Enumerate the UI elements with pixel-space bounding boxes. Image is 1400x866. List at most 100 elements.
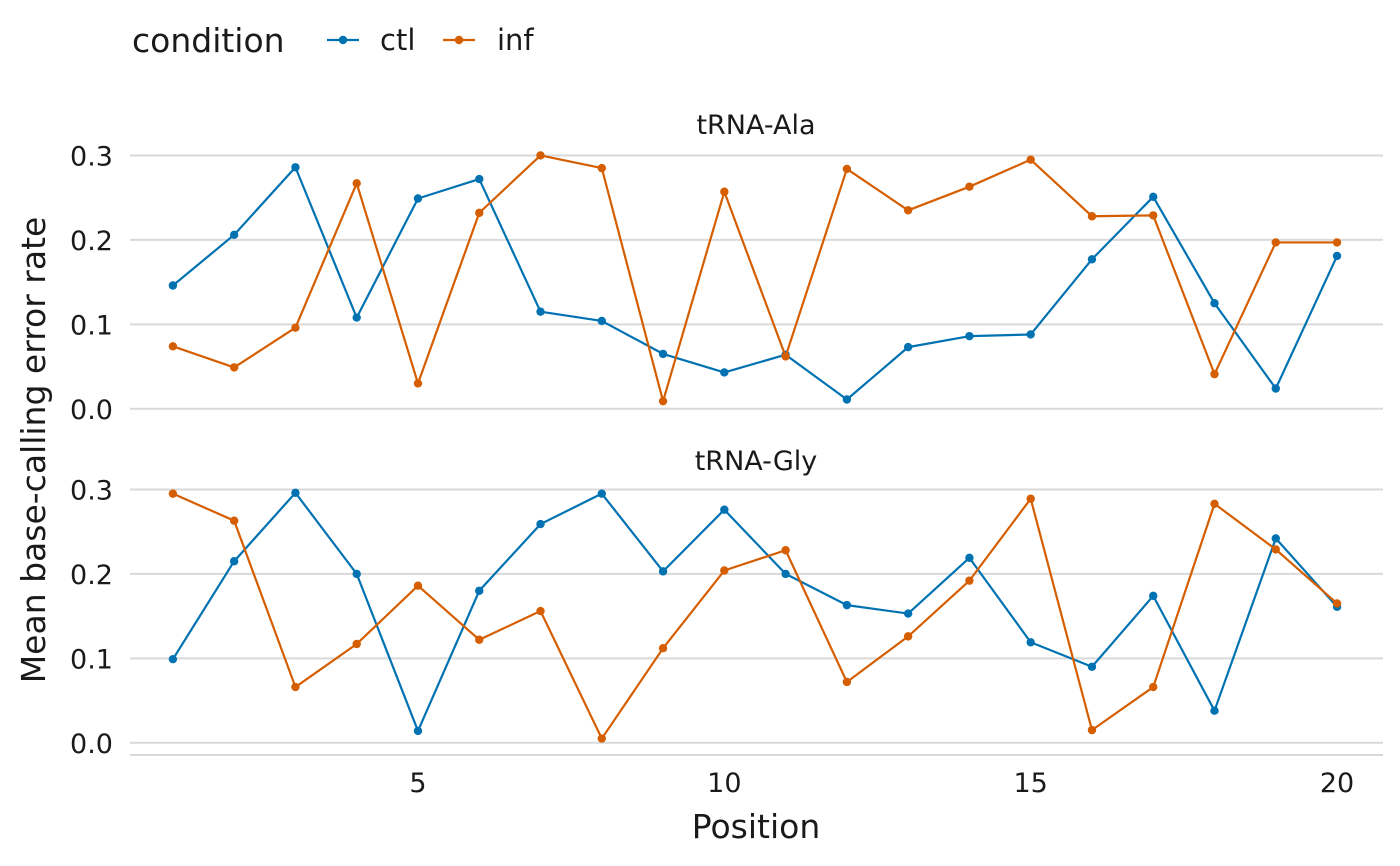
data-point-ctl	[720, 368, 729, 377]
data-point-inf	[1210, 369, 1219, 379]
data-point-ctl	[1087, 662, 1097, 671]
data-point-ctl	[842, 600, 852, 610]
data-point-inf	[352, 179, 361, 188]
data-point-inf	[842, 677, 852, 687]
facet-panel-trna-gly: tRNA-Gly 0.0 0.1 0.2 0.3	[70, 446, 1383, 760]
data-point-ctl	[597, 489, 606, 498]
data-point-ctl	[1087, 255, 1097, 264]
y-tick-label: 0.1	[70, 644, 113, 675]
data-point-inf	[536, 606, 545, 616]
data-point-ctl	[413, 194, 423, 203]
data-point-inf	[168, 342, 178, 351]
data-point-inf	[781, 352, 790, 361]
x-tick-labels: 5 10 15 20	[409, 768, 1354, 799]
data-point-inf	[597, 163, 606, 173]
data-point-inf	[1087, 725, 1097, 735]
data-point-inf	[720, 187, 729, 196]
data-point-ctl	[1271, 534, 1280, 543]
series-group	[168, 151, 1342, 406]
facet-panel-trna-ala: tRNA-Ala 0.0 0.1 0.2 0.3	[70, 110, 1383, 426]
data-point-inf	[720, 566, 729, 575]
data-point-inf	[229, 363, 239, 372]
data-point-ctl	[475, 586, 484, 595]
y-tick-label: 0.2	[70, 226, 113, 257]
x-axis-title: Position	[692, 807, 821, 846]
legend-entry-inf: inf	[443, 23, 534, 57]
data-point-inf	[1087, 212, 1097, 221]
legend-title: condition	[132, 21, 285, 60]
data-point-inf	[965, 576, 974, 585]
data-point-ctl	[903, 342, 913, 352]
x-tick-label: 15	[1014, 768, 1048, 799]
data-point-inf	[413, 581, 423, 590]
data-point-ctl	[1210, 299, 1219, 308]
data-point-inf	[536, 151, 545, 160]
data-point-ctl	[842, 395, 852, 404]
data-point-inf	[1149, 211, 1158, 220]
data-point-inf	[291, 323, 300, 332]
data-point-ctl	[291, 488, 300, 498]
data-point-inf	[1332, 599, 1342, 608]
series-line-ctl	[171, 491, 1338, 733]
data-point-ctl	[1026, 330, 1035, 339]
y-tick-label: 0.1	[70, 310, 113, 341]
data-point-inf	[291, 682, 300, 692]
legend-label-ctl: ctl	[380, 23, 415, 57]
data-point-ctl	[903, 609, 913, 618]
data-point-inf	[842, 164, 852, 174]
x-tick-label: 5	[409, 768, 426, 799]
data-point-ctl	[291, 163, 300, 172]
data-point-ctl	[475, 174, 484, 184]
data-point-ctl	[168, 654, 178, 664]
x-tick-label: 10	[707, 768, 741, 799]
data-point-ctl	[352, 569, 361, 579]
data-point-inf	[903, 206, 913, 215]
data-point-ctl	[168, 281, 178, 290]
data-point-inf	[168, 489, 178, 498]
y-tick-label: 0.2	[70, 560, 113, 591]
x-tick-label: 20	[1320, 768, 1354, 799]
data-point-inf	[1210, 499, 1219, 508]
y-tick-label: 0.0	[70, 729, 113, 760]
data-point-ctl	[1026, 638, 1035, 647]
data-point-ctl	[658, 567, 668, 576]
data-point-ctl	[229, 557, 239, 566]
data-point-inf	[413, 379, 423, 388]
y-gridlines	[130, 488, 1383, 744]
y-tick-label: 0.3	[70, 475, 113, 506]
series-line-inf	[172, 154, 1338, 403]
legend-key-point-ctl	[338, 35, 348, 45]
data-point-ctl	[781, 569, 790, 579]
series-group	[168, 488, 1342, 743]
data-point-inf	[1149, 682, 1158, 692]
data-point-ctl	[597, 316, 606, 326]
facet-strip-title: tRNA-Gly	[695, 446, 818, 477]
y-tick-labels: 0.0 0.1 0.2 0.3	[70, 475, 113, 759]
y-tick-label: 0.0	[70, 395, 113, 426]
legend-key-point-inf	[454, 35, 464, 45]
data-point-ctl	[536, 307, 545, 316]
data-point-inf	[352, 639, 361, 649]
data-point-ctl	[658, 349, 668, 359]
data-point-inf	[781, 546, 790, 555]
data-point-inf	[903, 632, 913, 641]
y-tick-labels: 0.0 0.1 0.2 0.3	[70, 141, 113, 425]
legend: condition ctl inf	[132, 21, 534, 60]
data-point-inf	[1026, 155, 1035, 164]
data-point-ctl	[536, 519, 545, 529]
legend-entry-ctl: ctl	[327, 23, 415, 57]
data-point-inf	[965, 182, 974, 191]
data-point-ctl	[413, 726, 423, 736]
data-point-inf	[1026, 494, 1035, 503]
data-point-ctl	[1332, 251, 1342, 261]
data-point-ctl	[1149, 591, 1158, 601]
data-point-inf	[597, 734, 606, 743]
data-point-ctl	[1271, 384, 1280, 393]
data-point-inf	[1332, 238, 1342, 247]
data-point-ctl	[1149, 192, 1158, 202]
y-axis-title: Mean base-calling error rate	[14, 217, 53, 684]
data-point-inf	[658, 644, 668, 653]
legend-label-inf: inf	[497, 23, 534, 57]
y-gridlines	[130, 154, 1383, 410]
